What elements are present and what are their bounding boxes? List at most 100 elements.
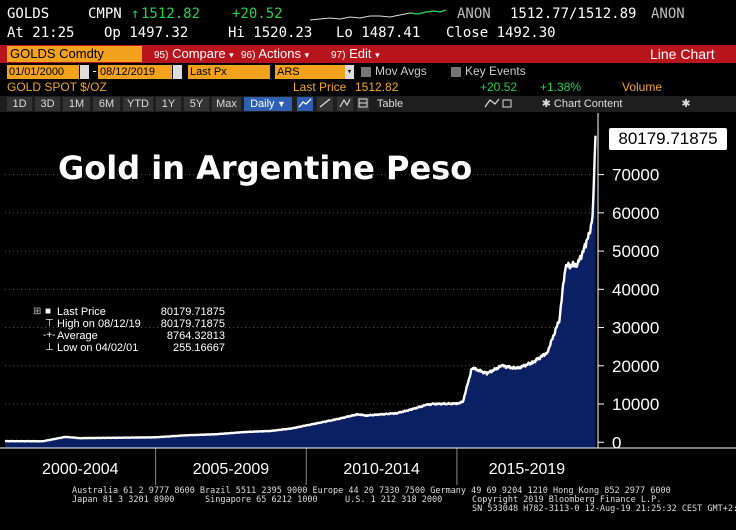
compare-button[interactable]: 95) Compare ▾ (154, 46, 234, 62)
calendar-icon[interactable] (173, 65, 182, 79)
edit-number: 97) (331, 50, 346, 61)
settings-row: 01/01/2000 - 08/12/2019 Last Px ARS ▾ Mo… (0, 64, 736, 80)
volume-label: Volume (622, 80, 663, 94)
footer-us: U.S. 1 212 318 2000 (345, 495, 443, 505)
period-5y[interactable]: 5Y (184, 97, 209, 111)
period-1m[interactable]: 1M (63, 97, 90, 111)
y-tick-label: 60000 (612, 204, 659, 223)
chevron-down-icon: ▼ (274, 99, 286, 109)
function-bar: GOLDS Comdty 95) Compare ▾ 96) Actions ▾… (0, 45, 736, 63)
currency-select[interactable]: ARS (275, 65, 345, 79)
legend-row-last-price[interactable]: ⊞ ■ Last Price 80179.71875 (33, 306, 225, 318)
legend-label: Low on 04/02/01 (57, 342, 139, 354)
key-events-label: Key Events (465, 64, 526, 78)
chart-content-label: Chart Content (553, 98, 623, 110)
calendar-icon[interactable] (80, 65, 89, 79)
chart-content-button[interactable]: ✱ Chart Content (523, 97, 641, 111)
edit-label: Edit (349, 46, 372, 61)
legend-label: Last Price (57, 306, 106, 318)
period-ytd[interactable]: YTD (123, 97, 153, 111)
gear-icon: ✱ (541, 98, 554, 110)
legend-row-average[interactable]: -+- Average 8764.32813 (35, 330, 225, 342)
draw-tool-icon[interactable] (317, 97, 333, 111)
y-tick-label: 20000 (612, 357, 659, 376)
quote-change: +20.52 (232, 6, 283, 22)
info-pct-change: +1.38% (540, 80, 582, 94)
quote-price: 1512.82 (141, 6, 201, 22)
quote-open: Op 1497.32 (104, 25, 189, 41)
period-max[interactable]: Max (212, 97, 241, 111)
y-tick-label: 70000 (612, 166, 659, 185)
quote-bid-ask: 1512.77/1512.89 (510, 6, 637, 22)
settings-gear-icon[interactable]: ✱ (681, 98, 691, 110)
low-marker-icon: ⊥ (45, 342, 54, 353)
date-separator: - (91, 64, 99, 78)
chart-legend: ⊞ ■ Last Price 80179.71875 ⊤ High on 08/… (33, 306, 225, 354)
frequency-label: Daily (250, 98, 275, 110)
legend-label: Average (57, 330, 98, 342)
quote-source: ANON (457, 6, 491, 22)
legend-row-high[interactable]: ⊤ High on 08/12/19 80179.71875 (35, 318, 225, 330)
price-chart: 0 10000 20000 30000 40000 50000 60000 70000 200… (0, 113, 736, 485)
legend-value: 80179.71875 (160, 306, 225, 318)
quote-line: GOLDS CMPN ↑ 1512.82 +20.52 ANON 1512.77… (0, 6, 736, 24)
period-1d[interactable]: 1D (7, 97, 32, 111)
chevron-down-icon[interactable]: ▾ (345, 65, 354, 79)
last-price-label: Last Price (293, 80, 347, 94)
annotation-icon[interactable] (337, 97, 353, 111)
y-tick-label: 40000 (612, 280, 659, 299)
legend-value: 8764.32813 (166, 330, 225, 342)
price-line (4, 135, 597, 443)
x-band-label: 2015-2019 (489, 461, 566, 478)
view-label: Line Chart (650, 46, 715, 62)
last-value-tag: 80179.71875 (609, 128, 727, 150)
mov-avgs-checkbox[interactable] (361, 67, 371, 77)
period-1y[interactable]: 1Y (156, 97, 181, 111)
x-axis-bands: 2000-2004 2005-2009 2010-2014 2015-2019 (42, 461, 565, 478)
legend-row-low[interactable]: ⊥ Low on 04/02/01 255.16667 (35, 342, 225, 354)
sparkline-icon (310, 9, 447, 21)
square-icon: ■ (45, 306, 52, 317)
chart-options-icon[interactable] (480, 97, 516, 111)
y-tick-label: 30000 (612, 319, 659, 338)
y-tick-label: 0 (612, 433, 621, 452)
line-chart-icon[interactable] (297, 97, 313, 111)
frequency-select[interactable]: Daily ▼ (244, 97, 292, 111)
footer-sn: SN 533048 H782-3113-0 12-Aug-19 21:25:32… (472, 504, 736, 514)
quote-time: At 21:25 (7, 25, 75, 41)
end-date-field[interactable]: 08/12/2019 (98, 65, 172, 79)
info-row: GOLD SPOT $/OZ Last Price 1512.82 +20.52… (0, 80, 736, 95)
security-name: GOLD SPOT $/OZ (7, 80, 107, 94)
chevron-down-icon: ▾ (229, 50, 234, 60)
compare-label: Compare (172, 46, 226, 61)
quote-ticker: GOLDS (7, 6, 50, 22)
table-icon[interactable] (357, 97, 369, 111)
period-3d[interactable]: 3D (35, 97, 60, 111)
chevron-down-icon: ▾ (304, 50, 310, 60)
y-tick-label: 10000 (612, 395, 659, 414)
period-6m[interactable]: 6M (93, 97, 120, 111)
footer-singapore: Singapore 65 6212 1000 (205, 495, 318, 505)
key-events-checkbox[interactable] (451, 67, 461, 77)
x-band-label: 2005-2009 (193, 461, 270, 478)
period-toolbar: 1D 3D 1M 6M YTD 1Y 5Y Max Daily ▼ Table … (0, 96, 736, 112)
edit-button[interactable]: 97) Edit ▾ (331, 46, 380, 62)
actions-number: 96) (241, 50, 256, 61)
security-field[interactable]: GOLDS Comdty (7, 46, 142, 62)
actions-button[interactable]: 96) Actions ▾ (241, 46, 309, 62)
average-marker-icon: -+- (43, 330, 56, 341)
footer-line-1: Australia 61 2 9777 8600 Brazil 5511 239… (72, 486, 671, 496)
high-marker-icon: ⊤ (45, 318, 54, 329)
x-band-label: 2000-2004 (42, 461, 119, 478)
start-date-field[interactable]: 01/01/2000 (7, 65, 79, 79)
chart-title: Gold in Argentine Peso (58, 149, 473, 187)
field-select[interactable]: Last Px (188, 65, 270, 79)
quote-exchange: CMPN (88, 6, 122, 22)
expand-icon[interactable]: ⊞ (33, 306, 42, 317)
quote-close: Close 1492.30 (446, 25, 556, 41)
table-button[interactable]: Table (376, 98, 404, 110)
legend-label: High on 08/12/19 (57, 318, 141, 330)
quote-source-2: ANON (651, 6, 685, 22)
legend-value: 80179.71875 (160, 318, 225, 330)
footer-japan: Japan 81 3 3201 8900 (72, 495, 175, 505)
